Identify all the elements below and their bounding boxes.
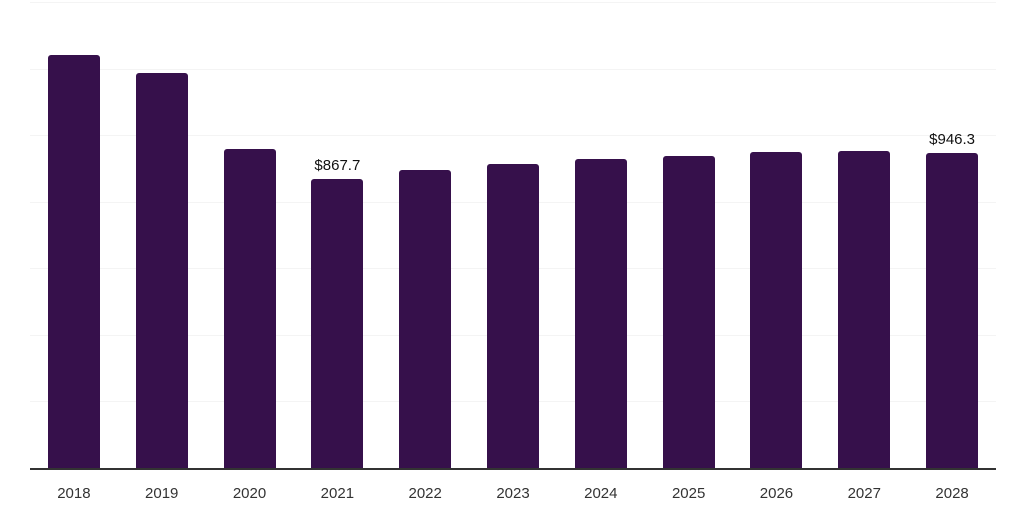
x-tick-label-2020: 2020: [232, 485, 267, 502]
x-tick-label-2018: 2018: [57, 485, 91, 502]
bar-2019: [135, 72, 188, 468]
gridline: [30, 135, 996, 137]
x-tick-label-2028: 2028: [935, 485, 969, 502]
x-tick-label-2021: 2021: [320, 485, 355, 502]
bar-2028: [926, 153, 979, 468]
x-tick-label-2022: 2022: [408, 485, 442, 502]
x-tick-label-2023: 2023: [496, 485, 530, 502]
bar-2018: [47, 55, 100, 468]
plot-area: $867.7 $946.3: [30, 2, 996, 470]
bar-2026: [750, 152, 803, 468]
bar-2023: [487, 163, 539, 468]
gridline: [30, 68, 996, 70]
bar-2021: [311, 179, 364, 468]
bar-2022: [399, 169, 452, 468]
x-tick-label-2019: 2019: [145, 485, 179, 502]
value-label-2021: $867.7: [314, 157, 361, 175]
x-tick-label-2024: 2024: [584, 485, 618, 502]
bar-2027: [838, 151, 891, 468]
value-label-2028: $946.3: [929, 131, 976, 149]
gridline: [30, 2, 996, 3]
x-tick-label-2026: 2026: [759, 485, 794, 502]
x-tick-label-2025: 2025: [671, 485, 706, 502]
bar-2025: [662, 155, 715, 468]
bar-2020: [223, 148, 276, 468]
bar-2024: [574, 158, 627, 468]
x-tick-label-2027: 2027: [847, 485, 881, 502]
